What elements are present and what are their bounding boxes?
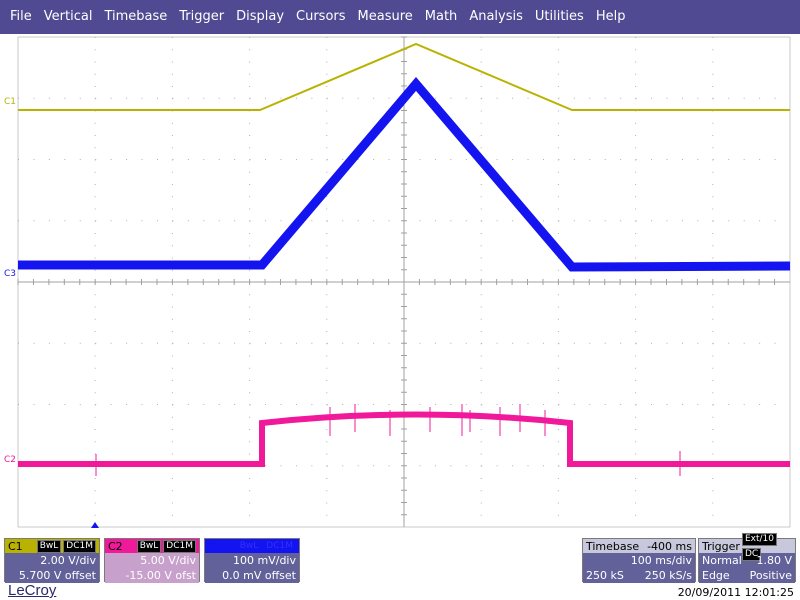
channel-2-bw-badge: BwL (136, 539, 162, 553)
trigger-slope: Positive (749, 569, 792, 582)
menu-cursors[interactable]: Cursors (296, 9, 346, 24)
c1-marker-label: C1 (4, 97, 16, 107)
menu-trigger[interactable]: Trigger (179, 9, 225, 24)
channel-1-header: C1 BwL DC1M (5, 539, 99, 553)
menu-vertical[interactable]: Vertical (43, 9, 93, 24)
channel-3-name: C3 (208, 539, 223, 553)
trigger-source-badge: Ext/10 (741, 533, 777, 546)
channel-2-vdiv: 5.00 V/div (140, 554, 196, 567)
menu-help[interactable]: Help (595, 9, 626, 24)
channel-3-panel[interactable]: C3 BwL DC1M 100 mV/div 0.0 mV offset (204, 538, 300, 583)
trigger-mode: Normal (702, 554, 742, 567)
timebase-label: Timebase (586, 539, 640, 553)
trigger-panel[interactable]: Trigger Ext/10 DC Normal 1.80 V Edge Posi… (698, 533, 796, 583)
channel-1-vdiv: 2.00 V/div (40, 554, 96, 567)
channel-2-header: C2 BwL DC1M (105, 539, 199, 553)
timebase-tdiv: 100 ms/div (630, 554, 692, 567)
channel-1-coupling-badge: DC1M (63, 539, 96, 553)
c3-marker-label: C3 (4, 269, 16, 279)
channel-3-vdiv: 100 mV/div (233, 554, 296, 567)
trigger-label: Trigger (702, 539, 740, 553)
trace-c2 (18, 411, 790, 467)
channel-1-bw-badge: BwL (36, 539, 62, 553)
menu-display[interactable]: Display (236, 9, 285, 24)
menu-analysis[interactable]: Analysis (469, 9, 523, 24)
lecroy-logo: LeCroy (8, 582, 57, 599)
channel-3-offset: 0.0 mV offset (222, 569, 296, 582)
timebase-rate: 250 kS/s (644, 569, 692, 582)
trace-c1 (18, 42, 790, 111)
menu-timebase[interactable]: Timebase (104, 9, 168, 24)
channel-2-body: 5.00 V/div -15.00 V ofst (105, 553, 199, 583)
trace-c2-noise-spikes (95, 404, 681, 476)
channel-1-body: 2.00 V/div 5.700 V offset (5, 553, 99, 583)
trigger-coupling-badge: DC (741, 548, 762, 561)
trigger-level: 1.80 V (756, 554, 792, 567)
datetime-readout: 20/09/2011 12:01:25 (677, 586, 794, 599)
scope-display[interactable]: C1 C3 C2 (0, 34, 800, 529)
channel-2-offset: -15.00 V ofst (125, 569, 196, 582)
timebase-delay: -400 ms (647, 539, 692, 553)
channel-3-header: C3 BwL DC1M (205, 539, 299, 553)
channel-2-coupling-badge: DC1M (163, 539, 196, 553)
trigger-type: Edge (702, 569, 730, 582)
channel-2-panel[interactable]: C2 BwL DC1M 5.00 V/div -15.00 V ofst (104, 538, 200, 583)
channel-1-offset: 5.700 V offset (18, 569, 96, 582)
channel-3-coupling-badge: DC1M (263, 539, 296, 553)
menu-utilities[interactable]: Utilities (534, 9, 584, 24)
timebase-header: Timebase -400 ms (583, 539, 695, 553)
menu-math[interactable]: Math (424, 9, 458, 24)
timebase-panel[interactable]: Timebase -400 ms 100 ms/div 250 kS 250 k… (582, 538, 696, 583)
channel-3-bw-badge: BwL (236, 539, 262, 553)
trigger-header: Trigger Ext/10 DC (699, 533, 795, 561)
channel-1-name: C1 (8, 539, 23, 553)
trigger-position-marker (91, 522, 99, 528)
menu-bar: File Vertical Timebase Trigger Display Cursor… (0, 0, 800, 34)
channel-3-body: 100 mV/div 0.0 mV offset (205, 553, 299, 583)
channel-2-name: C2 (108, 539, 123, 553)
graticule (17, 36, 791, 528)
trigger-body: Normal 1.80 V Edge Positive (699, 553, 795, 583)
menu-file[interactable]: File (10, 9, 32, 24)
c2-marker-label: C2 (4, 455, 16, 465)
timebase-body: 100 ms/div 250 kS 250 kS/s (583, 553, 695, 583)
channel-1-panel[interactable]: C1 BwL DC1M 2.00 V/div 5.700 V offset (4, 538, 100, 583)
menu-measure[interactable]: Measure (357, 9, 413, 24)
timebase-samples: 250 kS (586, 569, 624, 582)
trace-c3 (18, 77, 791, 272)
